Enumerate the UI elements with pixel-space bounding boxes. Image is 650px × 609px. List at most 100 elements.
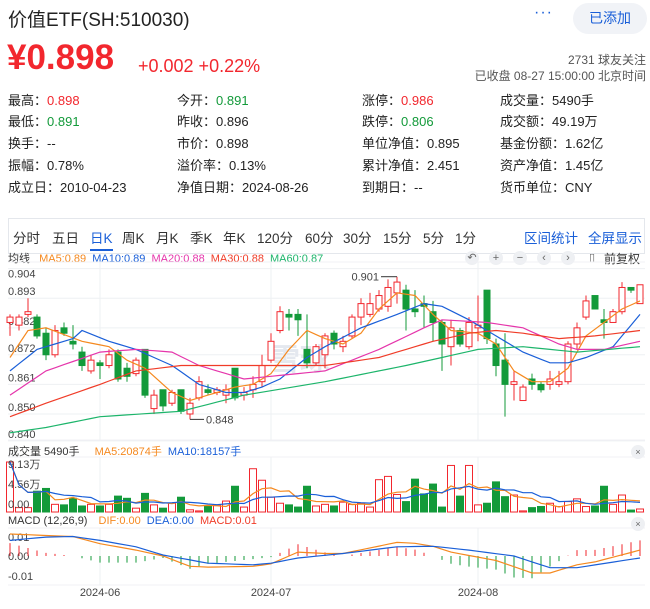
price-tick-label: 0.861 [8, 372, 36, 384]
tab-0[interactable]: 分时 [13, 231, 40, 246]
info-label: 市价： [177, 136, 217, 151]
date-tick-label: 2024-08 [458, 587, 498, 599]
info-item: 净值日期：2024-08-26 [177, 177, 309, 196]
tab-4[interactable]: 月K [156, 231, 179, 246]
tab-5[interactable]: 季K [190, 231, 213, 246]
current-price: ¥0.898 [7, 38, 115, 77]
info-label: 货币单位： [500, 180, 566, 195]
volume-legend: 成交量 5490手 MA5:20874手 MA10:18157手 [8, 443, 241, 459]
dif-value: DIF:0.00 [98, 515, 141, 527]
info-item: 最高：0.898 [8, 90, 80, 109]
macd-tick-label: 0.00 [8, 551, 29, 563]
volume-bar [267, 496, 275, 513]
candle-down [330, 332, 338, 345]
dea-value: DEA:0.00 [146, 515, 194, 527]
volume-bar [78, 505, 86, 513]
more-options-button[interactable]: ··· [534, 4, 553, 21]
candle-up [609, 311, 617, 323]
macd-legend: MACD (12,26,9) DIF:0.00 DEA:0.00 MACD:0.… [8, 515, 257, 527]
volume-bar [528, 507, 536, 513]
ma60-line [9, 346, 641, 434]
volume-bar [465, 464, 473, 513]
candle-up [6, 316, 14, 323]
info-item: 成交量：5490手 [500, 90, 594, 109]
candle-up [618, 286, 626, 313]
tab-11[interactable]: 5分 [423, 231, 445, 246]
close-volume-icon[interactable]: × [631, 445, 645, 459]
tab-10[interactable]: 15分 [383, 231, 412, 246]
volume-bar [33, 490, 41, 513]
candle-down [60, 327, 68, 334]
candle-down [114, 351, 122, 380]
tab-3[interactable]: 周K [122, 231, 145, 246]
volume-bar [96, 505, 104, 513]
volume-bar [294, 506, 302, 513]
candle-up [267, 340, 275, 361]
volume-bar [249, 468, 257, 513]
candle-up [519, 386, 527, 402]
info-item: 跌停：0.806 [362, 111, 434, 130]
volume-bar [240, 506, 248, 513]
volume-bar [195, 510, 203, 513]
candle-down [141, 348, 149, 396]
info-label: 今开： [177, 93, 217, 108]
candle-down [96, 362, 104, 367]
info-label: 基金份额： [500, 136, 566, 151]
info-value: 2.451 [427, 158, 460, 173]
info-label: 成交量： [500, 93, 553, 108]
volume-bar [429, 483, 437, 513]
candle-icon[interactable]: ▯ [588, 252, 596, 264]
followers-count[interactable]: 2731 球友关注 [567, 53, 646, 67]
tab-6[interactable]: 年K [223, 231, 246, 246]
volume-bar [627, 509, 635, 513]
macd-value: MACD:0.01 [199, 515, 257, 527]
tab-12[interactable]: 1分 [455, 231, 477, 246]
volume-bar [60, 504, 68, 513]
info-value: 1.62亿 [565, 136, 604, 151]
candle-down [33, 316, 41, 337]
ma30-line [9, 329, 641, 418]
volume-bar [186, 509, 194, 513]
added-watchlist-button[interactable]: 已添加 [573, 3, 647, 34]
volume-bar [564, 501, 572, 513]
volume-bar [114, 495, 122, 513]
info-value: 0.891 [47, 114, 80, 129]
tab-8[interactable]: 60分 [305, 231, 334, 246]
candle-up [555, 381, 563, 385]
info-value: 5490手 [552, 93, 594, 108]
info-item: 累计净值：2.451 [362, 155, 460, 174]
volume-bar [573, 498, 581, 513]
info-item: 到期日：-- [362, 177, 423, 196]
volume-bar [132, 507, 140, 513]
candle-up [105, 354, 113, 367]
info-value: 0.896 [216, 114, 249, 129]
candle-down [456, 330, 464, 345]
info-label: 成交额： [500, 114, 553, 129]
candle-up [24, 311, 32, 315]
tab-1[interactable]: 五日 [52, 231, 79, 246]
candle-down [69, 340, 77, 345]
candle-up [510, 381, 518, 385]
volume-bar [375, 479, 383, 513]
info-label: 最高： [8, 93, 48, 108]
info-item: 最低：0.891 [8, 111, 80, 130]
volume-bar [177, 496, 185, 513]
tab-2[interactable]: 日K [90, 227, 113, 251]
info-value: 2010-04-23 [60, 180, 127, 195]
info-value: 0.898 [216, 136, 249, 151]
info-label: 溢价率： [177, 158, 230, 173]
volume-bar [168, 502, 176, 513]
volume-bar [591, 505, 599, 513]
date-tick-label: 2024-07 [251, 587, 291, 599]
tab-9[interactable]: 30分 [343, 231, 372, 246]
volume-bar [456, 495, 464, 513]
info-item: 成交额：49.19万 [500, 111, 598, 130]
dea-line [9, 535, 641, 569]
volume-bar [312, 505, 320, 513]
fullscreen-link[interactable]: 全屏显示 [588, 231, 642, 246]
tab-7[interactable]: 120分 [257, 231, 294, 246]
range-stats-link[interactable]: 区间统计 [524, 231, 578, 246]
info-item: 基金份额：1.62亿 [500, 133, 603, 152]
extreme-label: 0.848 [206, 414, 234, 426]
